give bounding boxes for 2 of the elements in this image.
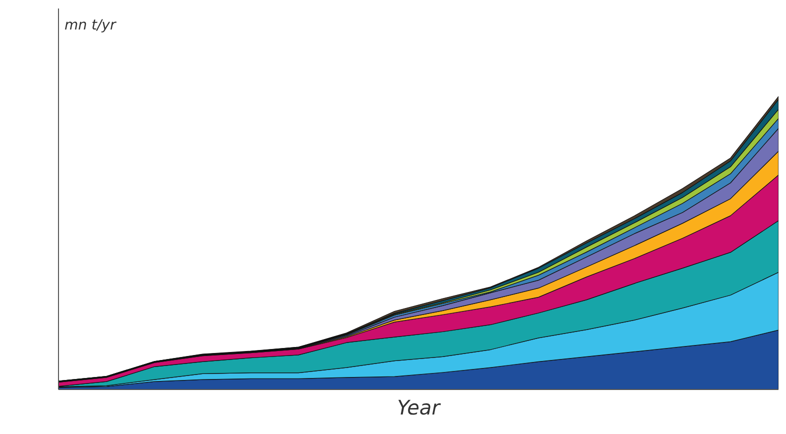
x-axis-title: Year: [397, 396, 442, 420]
y-axis-title: mn t/yr: [64, 18, 117, 34]
